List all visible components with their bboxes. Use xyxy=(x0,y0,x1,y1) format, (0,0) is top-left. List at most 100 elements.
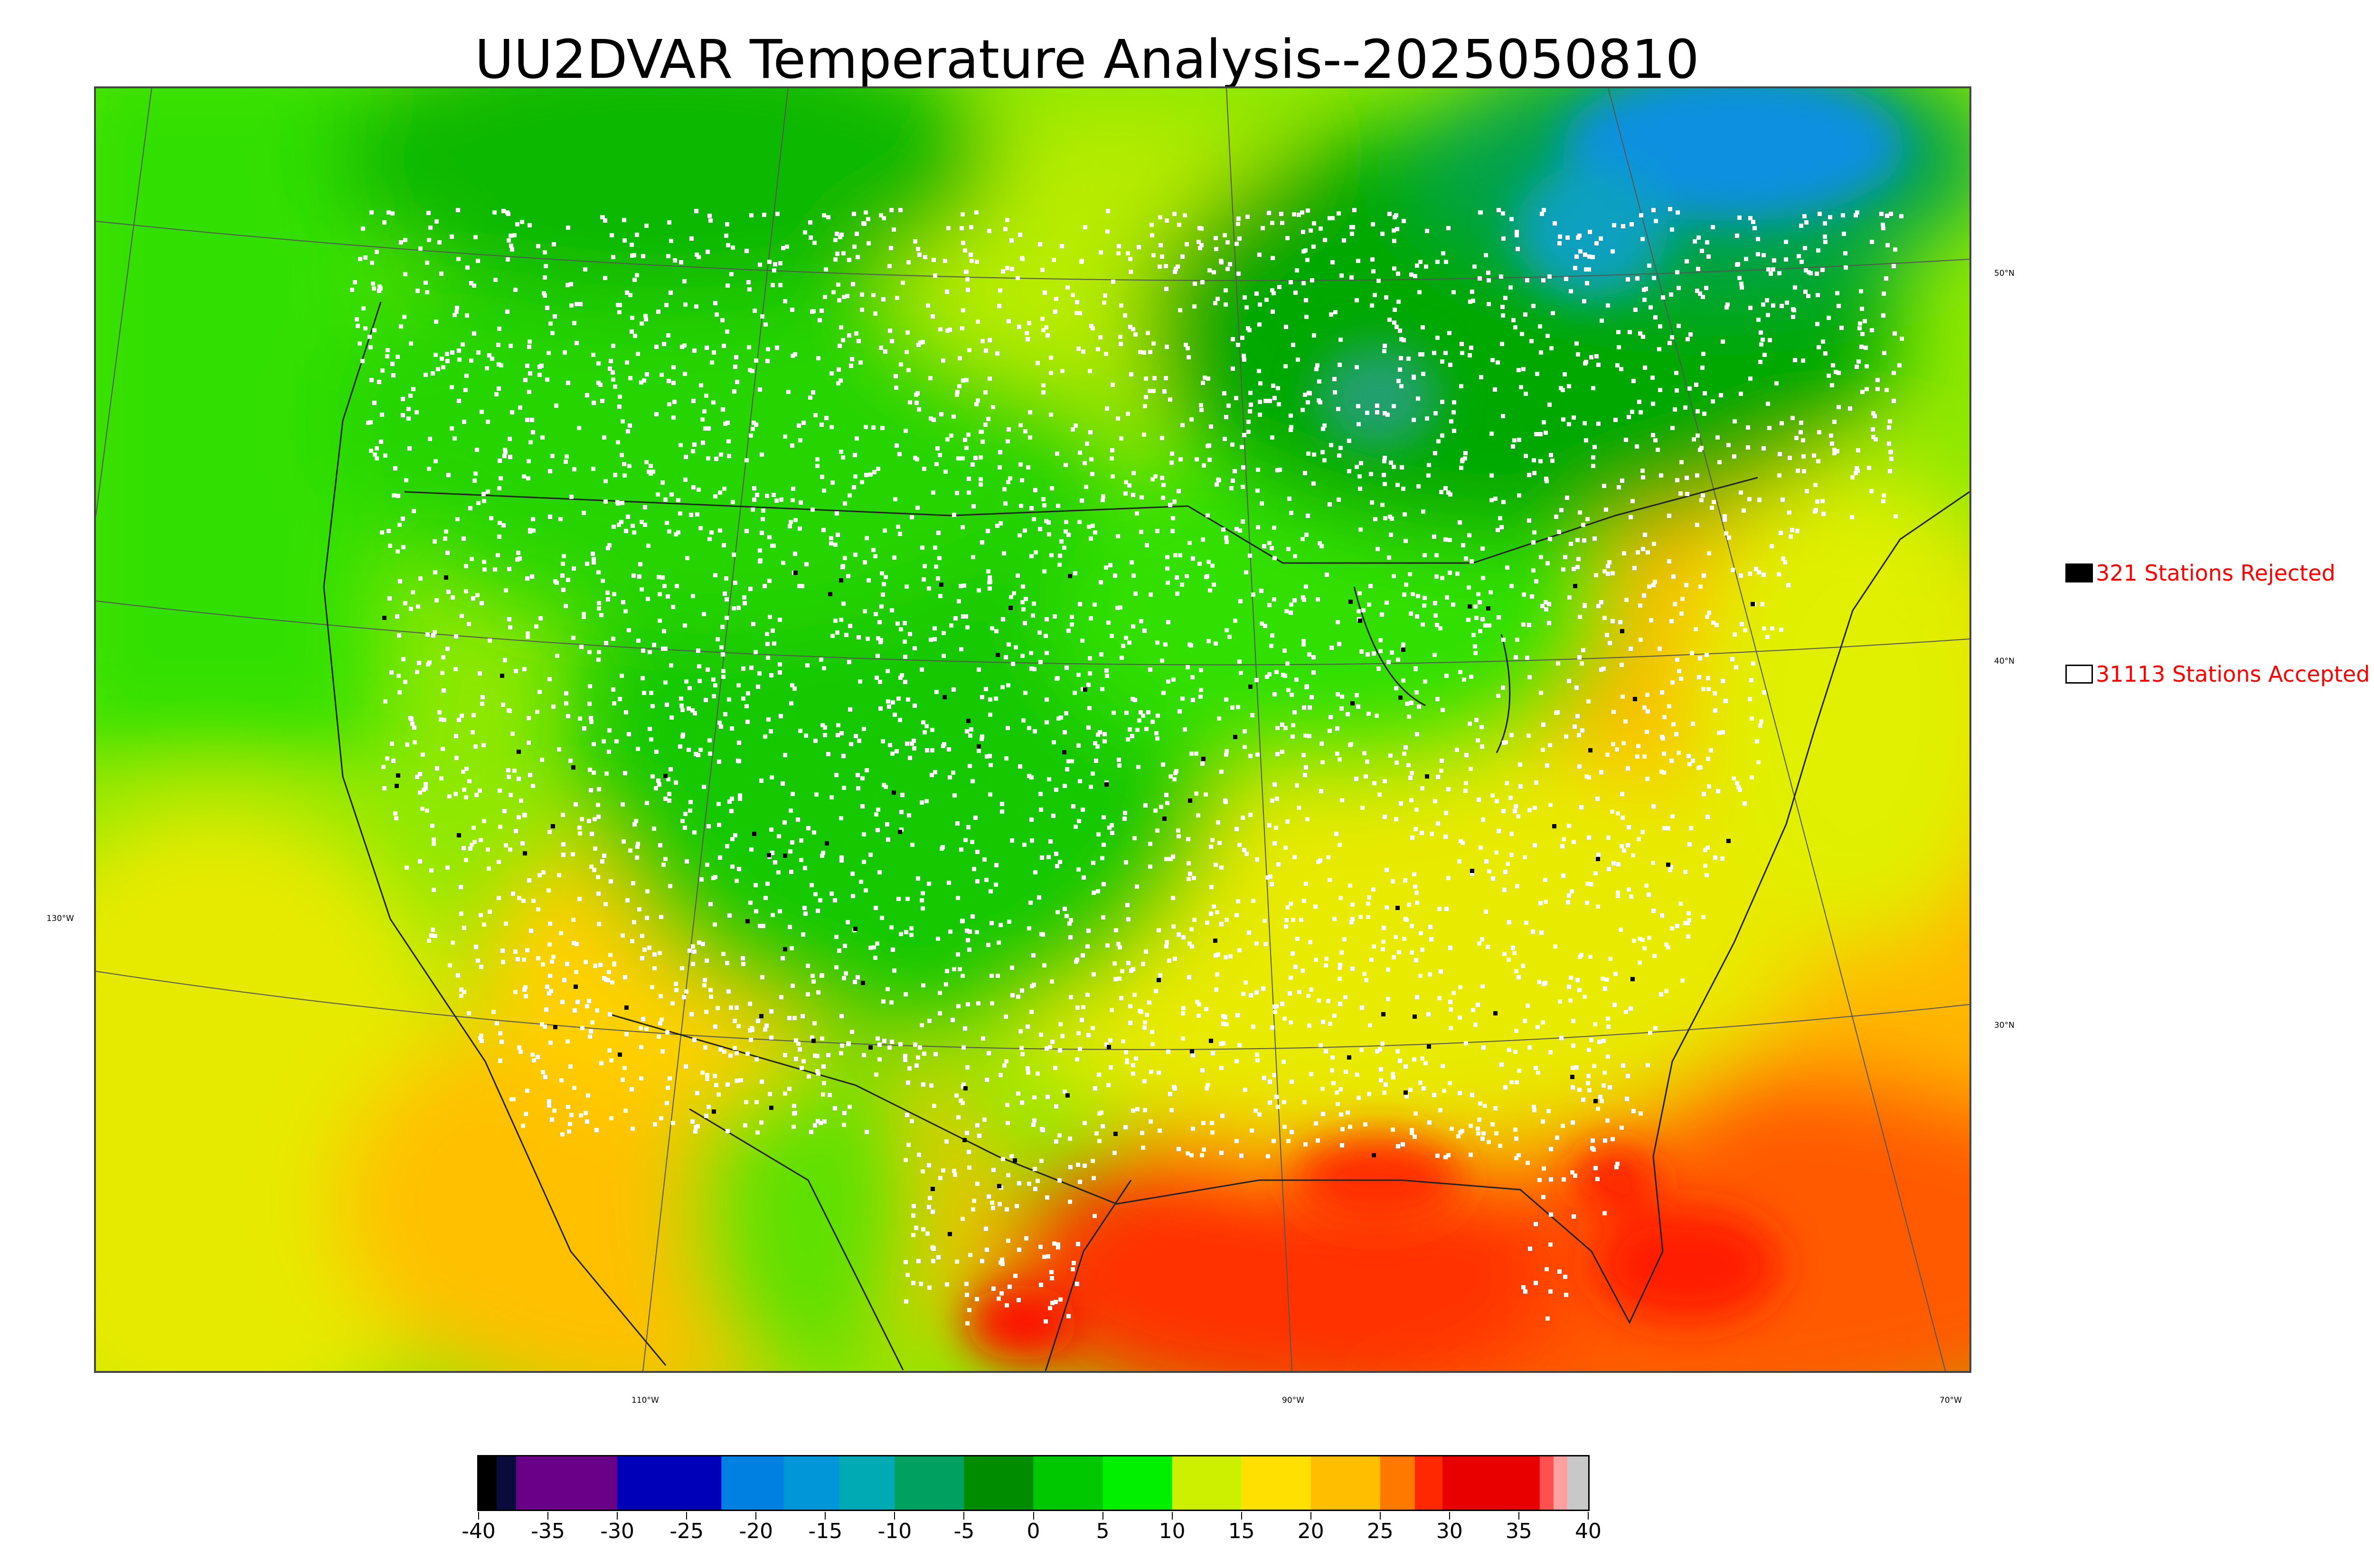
station-marker xyxy=(751,427,755,431)
station-marker xyxy=(1220,1114,1225,1118)
station-marker xyxy=(848,707,852,712)
station-marker xyxy=(1164,264,1168,268)
station-marker xyxy=(1569,542,1573,546)
station-marker xyxy=(1292,598,1297,602)
station-marker xyxy=(970,840,974,844)
station-marker xyxy=(1198,246,1202,250)
station-marker xyxy=(767,579,772,583)
station-marker xyxy=(806,992,810,996)
station-marker xyxy=(1697,675,1701,679)
station-marker xyxy=(480,410,484,414)
station-marker xyxy=(561,562,565,566)
station-marker xyxy=(405,742,409,747)
colorbar-band xyxy=(496,1456,517,1510)
station-marker xyxy=(502,809,507,813)
station-marker xyxy=(1457,859,1461,864)
station-marker xyxy=(1263,399,1268,403)
station-marker xyxy=(1748,697,1752,701)
station-marker xyxy=(381,765,386,769)
station-marker xyxy=(387,596,392,601)
station-marker xyxy=(1696,433,1700,438)
station-marker xyxy=(756,685,760,689)
station-marker xyxy=(1093,741,1097,745)
station-marker xyxy=(600,399,604,403)
rejected-station-marker xyxy=(1068,574,1072,578)
station-marker xyxy=(1019,504,1023,508)
station-marker xyxy=(1705,240,1709,244)
station-marker xyxy=(730,726,734,731)
station-marker xyxy=(596,803,600,807)
station-marker xyxy=(459,994,463,998)
station-marker xyxy=(536,956,540,960)
station-marker xyxy=(1230,442,1234,447)
station-marker xyxy=(500,948,505,953)
station-marker xyxy=(1865,387,1869,391)
station-marker xyxy=(1085,944,1090,948)
station-marker xyxy=(1184,343,1188,347)
station-marker xyxy=(454,734,458,738)
station-marker xyxy=(1448,492,1452,497)
station-marker xyxy=(1429,937,1433,941)
station-marker xyxy=(513,990,518,994)
station-marker xyxy=(1235,1013,1240,1017)
station-marker xyxy=(896,696,901,701)
station-marker xyxy=(470,843,474,847)
station-marker xyxy=(749,1038,753,1042)
station-marker xyxy=(676,498,680,502)
station-marker xyxy=(1393,308,1397,312)
station-marker xyxy=(1329,443,1333,447)
station-marker xyxy=(1237,659,1242,664)
station-marker xyxy=(1723,514,1727,518)
station-marker xyxy=(577,826,582,830)
station-marker xyxy=(1056,716,1061,721)
station-marker xyxy=(1008,1285,1012,1289)
station-marker xyxy=(923,255,927,259)
rejected-station-marker xyxy=(1404,1090,1408,1095)
station-marker xyxy=(683,826,687,830)
station-marker xyxy=(1737,276,1742,280)
station-marker xyxy=(1667,514,1671,518)
station-marker xyxy=(493,567,497,572)
station-marker xyxy=(1521,622,1526,627)
station-marker xyxy=(635,845,640,849)
station-marker xyxy=(1402,219,1406,223)
station-marker xyxy=(1382,459,1386,463)
station-marker xyxy=(682,343,687,347)
station-marker xyxy=(1626,766,1630,770)
station-marker xyxy=(443,536,447,541)
station-marker xyxy=(1602,667,1606,671)
station-marker xyxy=(1424,264,1428,269)
station-marker xyxy=(837,948,841,953)
station-marker xyxy=(565,962,569,966)
station-marker xyxy=(1581,523,1585,527)
station-marker xyxy=(945,437,950,441)
station-marker xyxy=(1615,363,1620,367)
station-marker xyxy=(967,948,971,952)
rejected-station-marker xyxy=(1401,648,1405,652)
station-marker xyxy=(725,1082,730,1087)
station-marker xyxy=(1045,1046,1049,1051)
station-marker xyxy=(1241,816,1245,820)
station-marker xyxy=(988,713,992,717)
station-marker xyxy=(1167,958,1171,963)
colorbar-tick xyxy=(617,1512,618,1520)
station-marker xyxy=(1793,285,1797,290)
station-marker xyxy=(506,768,510,772)
station-marker xyxy=(792,686,797,691)
station-marker xyxy=(959,1099,963,1103)
rejected-station-marker xyxy=(1107,1045,1111,1049)
station-marker xyxy=(1165,218,1169,223)
temperature-map[interactable] xyxy=(94,86,1971,1373)
station-marker xyxy=(1539,691,1543,695)
station-marker xyxy=(1335,1090,1339,1095)
station-marker xyxy=(782,820,787,825)
station-marker xyxy=(792,1016,797,1020)
station-marker xyxy=(1201,1121,1206,1125)
station-marker xyxy=(1577,234,1582,238)
station-marker xyxy=(467,622,471,626)
station-marker xyxy=(1593,1166,1598,1170)
station-marker xyxy=(889,925,894,930)
station-marker xyxy=(1605,633,1609,637)
station-marker xyxy=(690,1119,695,1124)
station-marker xyxy=(548,469,552,473)
